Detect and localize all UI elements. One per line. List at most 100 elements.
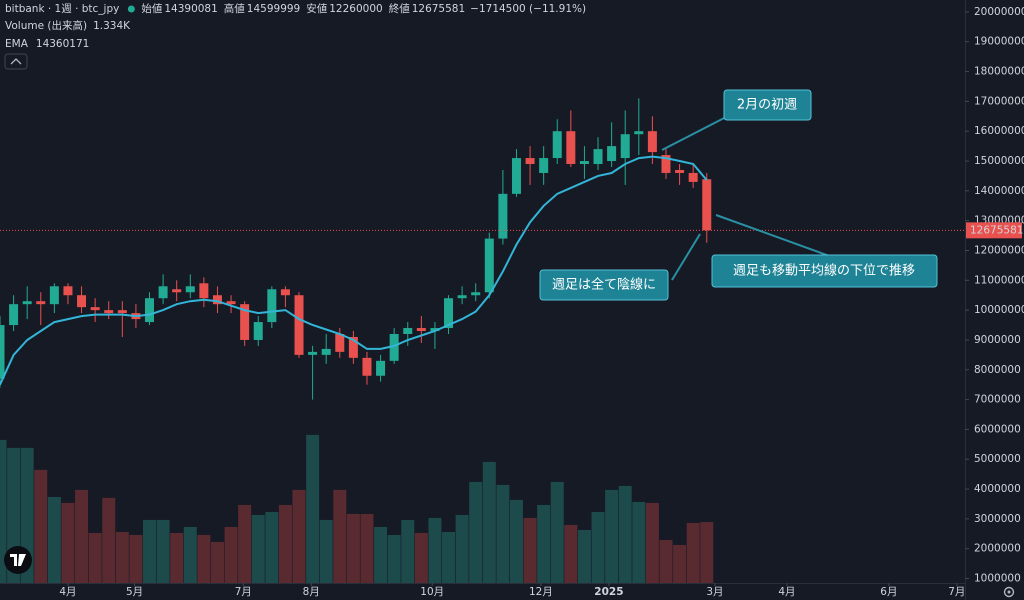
symbol: bitbank · 1週 · btc_jpy	[5, 3, 119, 15]
volume-bar	[319, 519, 333, 583]
candle-body	[348, 336, 358, 358]
volume-bar	[374, 526, 388, 583]
y-tick-label: 1000000	[974, 573, 1021, 585]
candle-body	[498, 193, 508, 239]
y-tick-label: 7000000	[974, 394, 1021, 406]
candle-body	[226, 301, 236, 305]
settings-icon[interactable]	[1003, 586, 1015, 598]
ohlc-label: 高値	[224, 2, 245, 15]
callout-box	[539, 269, 669, 301]
volume-bar	[183, 526, 197, 583]
callout-pointer	[715, 214, 836, 259]
candle-body	[77, 295, 87, 308]
last-price-label: 12675581	[970, 224, 1023, 236]
volume-bar	[673, 544, 687, 583]
volume-bar	[577, 529, 591, 583]
ohlc-label: 安値	[306, 2, 327, 15]
x-tick-label: 7月	[948, 586, 965, 598]
ohlc-value: 12260000	[329, 3, 382, 15]
volume-bar	[88, 532, 102, 583]
y-tick-label: 14000000	[974, 185, 1024, 197]
candle-body	[172, 289, 182, 293]
volume-bar	[170, 532, 184, 583]
volume-bar	[143, 519, 157, 583]
y-tick-label: 12000000	[974, 244, 1024, 256]
candle-layer	[0, 98, 712, 400]
x-tick-label: 4月	[59, 586, 76, 598]
volume-bar	[251, 514, 265, 583]
candle-body	[267, 289, 277, 323]
candle-body	[457, 295, 467, 299]
volume-bar	[442, 531, 456, 583]
y-tick-label: 4000000	[974, 483, 1021, 495]
x-tick-label: 5月	[126, 586, 143, 598]
volume-bar	[605, 489, 619, 583]
x-tick-label: 3月	[706, 586, 723, 598]
annotation: 週足は全て陰線に	[552, 277, 656, 293]
candle-body	[484, 238, 494, 293]
collapse-button[interactable]	[4, 53, 28, 70]
callout-box	[723, 89, 812, 121]
x-tick-label: 4月	[778, 586, 795, 598]
volume-bar	[537, 504, 551, 583]
y-tick-label: 18000000	[974, 66, 1024, 78]
candle-body	[253, 322, 263, 340]
candle-body	[158, 286, 168, 299]
volume-bar	[700, 522, 714, 583]
volume-bar	[387, 534, 401, 583]
x-tick-label: 10月	[420, 586, 444, 598]
volume-bar	[115, 531, 129, 583]
volume-bar	[346, 513, 360, 583]
candle-body	[9, 304, 19, 326]
candle-body	[199, 283, 209, 299]
volume-bar	[496, 484, 510, 583]
candle-body	[661, 155, 671, 173]
candle-body	[552, 131, 562, 159]
candle-body	[620, 134, 630, 159]
x-tick-label: 7月	[235, 586, 252, 598]
candle-body	[36, 301, 46, 305]
candle-body	[525, 158, 535, 165]
y-tick-label: 10000000	[974, 304, 1024, 316]
x-tick-label: 8月	[303, 586, 320, 598]
y-tick-label: 5000000	[974, 453, 1021, 465]
annotation: 2月の初週	[737, 98, 797, 113]
ohlc-value: 14390081	[164, 3, 217, 15]
candle-body	[308, 351, 318, 355]
volume-bar	[414, 532, 428, 583]
candle-body	[389, 333, 399, 361]
callout-box	[711, 254, 938, 288]
candle-body	[0, 325, 5, 379]
candle-body	[185, 286, 195, 293]
candle-body	[63, 286, 73, 296]
y-tick-label: 3000000	[974, 513, 1021, 525]
candle-body	[471, 292, 481, 296]
volume-bar	[523, 517, 537, 583]
candle-body	[675, 169, 685, 173]
volume-bar	[75, 489, 89, 583]
candle-body	[566, 131, 576, 165]
candle-body	[294, 295, 304, 355]
volume-bar	[509, 499, 523, 583]
candle-body	[593, 149, 603, 165]
volume-bar	[686, 522, 700, 583]
volume-bar	[61, 502, 75, 583]
ema-value: 14360171	[36, 38, 89, 50]
y-tick-label: 17000000	[974, 95, 1024, 107]
candle-body	[145, 298, 155, 323]
candle-body	[335, 333, 345, 352]
candle-body	[416, 328, 426, 332]
candle-body	[362, 357, 372, 376]
volume-bar	[224, 526, 238, 583]
volume-legend: Volume (出来高)	[5, 19, 87, 32]
candle-body	[579, 161, 589, 165]
volume-bar	[482, 461, 496, 583]
volume-bar	[278, 504, 292, 583]
volume-bar	[0, 439, 7, 583]
candle-body	[430, 328, 440, 332]
settings-icon-center	[1007, 590, 1011, 594]
volume-bar	[360, 513, 374, 583]
volume-bar	[632, 501, 646, 583]
